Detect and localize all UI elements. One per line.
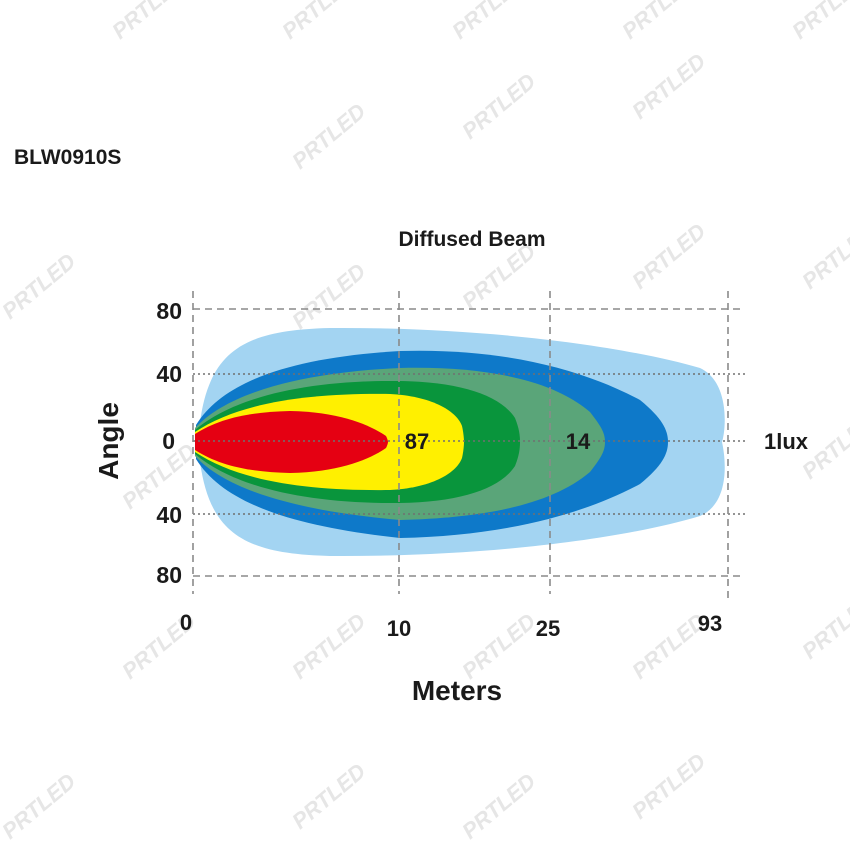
x-tick-label: 0 [180,610,192,635]
y-ticks: 80 40 0 40 80 [156,298,182,588]
watermark-text: PRTLED [0,248,80,324]
watermark-text: PRTLED [797,218,850,294]
zone-red [195,411,388,473]
y-tick-label: 80 [156,298,182,324]
watermark-text: PRTLED [457,608,540,684]
watermark-text: PRTLED [287,608,370,684]
watermark-text: PRTLED [617,0,700,44]
chart-grid [192,291,746,600]
watermark-text: PRTLED [287,758,370,834]
watermark-text: PRTLED [627,218,710,294]
zone-label-1lux: 1lux [764,429,809,454]
watermark-text: PRTLED [107,0,190,44]
watermark-text: PRTLED [627,748,710,824]
x-axis-title: Meters [412,675,502,706]
watermark-text: PRTLED [457,68,540,144]
watermark-text: PRTLED [287,98,370,174]
y-tick-label: 40 [156,502,182,528]
chart-title: Diffused Beam [398,228,545,251]
watermark-text: PRTLED [0,768,80,844]
watermark-text: PRTLED [797,588,850,664]
watermark-text: PRTLED [457,768,540,844]
y-axis-title: Angle [93,402,124,480]
zone-label-87: 87 [405,429,429,454]
beam-zones [195,327,725,557]
x-ticks: 0 10 25 93 [180,610,722,641]
product-code: BLW0910S [14,146,121,169]
watermark-text: PRTLED [627,48,710,124]
x-tick-label: 25 [536,616,560,641]
watermark-text: PRTLED [287,258,370,334]
watermark-text: PRTLED [277,0,360,44]
x-tick-label: 93 [698,611,722,636]
y-tick-label: 80 [156,562,182,588]
x-tick-label: 10 [387,616,411,641]
y-tick-label: 40 [156,361,182,387]
y-tick-label: 0 [162,428,175,454]
zone-label-14: 14 [566,429,591,454]
watermark-text: PRTLED [787,0,850,44]
watermark-text: PRTLED [447,0,530,44]
